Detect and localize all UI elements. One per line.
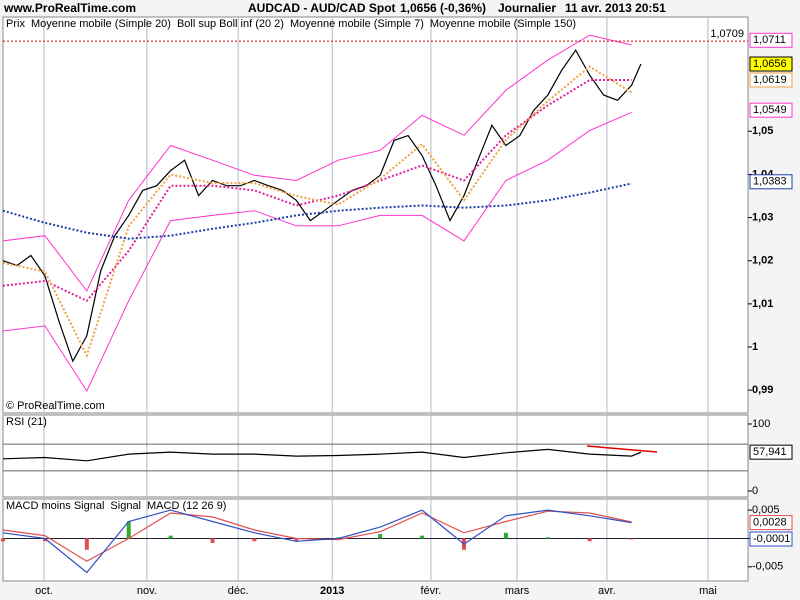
histogram-bar: [294, 538, 299, 542]
legend-entry: Boll sup Boll inf (20 2): [177, 18, 284, 30]
value-box: [749, 102, 793, 118]
value-box: [749, 515, 793, 531]
series-line: [2, 182, 632, 240]
x-tick-label: 2013: [320, 585, 344, 597]
legend-entry: MACD (12 26 9): [147, 500, 226, 512]
legend-entry: Signal: [110, 500, 141, 512]
value-box-label: 1,0619: [753, 74, 787, 86]
series-line: [2, 448, 642, 462]
legend-entry: Moyenne mobile (Simple 20): [31, 18, 171, 30]
legend-entry: Moyenne mobile (Simple 150): [430, 18, 576, 30]
legend-entry: RSI (21): [6, 416, 47, 428]
histogram-bar: [587, 538, 592, 542]
value-box: [749, 531, 793, 547]
y-tick-label: 100: [752, 418, 770, 430]
histogram-bar: [252, 538, 257, 542]
site: www.ProRealTime.com: [3, 1, 136, 15]
value-box: [749, 444, 793, 460]
reference-label: 1,0709: [710, 28, 744, 40]
credit: © ProRealTime.com: [6, 400, 105, 412]
histogram-bar: [42, 538, 47, 542]
bollinger-lower: [2, 111, 632, 393]
histogram-bar: [84, 538, 89, 550]
histogram-bar: [378, 533, 383, 539]
trend-line: [586, 445, 658, 453]
series-line: [2, 509, 632, 574]
quote: 1,0656 (-0,36%): [400, 1, 486, 15]
value-box: [749, 174, 793, 190]
y-tick-label: 0,99: [752, 384, 773, 396]
bollinger-upper: [2, 34, 632, 292]
value-box-label: 1,0549: [753, 104, 787, 116]
legend-entry: MACD moins Signal: [6, 500, 104, 512]
y-tick-label: 1,02: [752, 255, 773, 267]
x-tick-label: déc.: [228, 585, 249, 597]
series-line: [2, 65, 633, 359]
histogram-bar: [545, 537, 550, 539]
x-tick-label: mai: [699, 585, 717, 597]
y-tick-label: -0,005: [752, 561, 783, 573]
value-box-label: 1,0383: [753, 176, 787, 188]
histogram-bar: [168, 535, 173, 539]
value-box: [749, 32, 793, 48]
y-tick-label: 1: [752, 341, 758, 353]
x-tick-label: nov.: [137, 585, 157, 597]
legend-entry: Prix: [6, 18, 25, 30]
value-box-label: 57,941: [753, 446, 787, 458]
x-tick-label: oct.: [35, 585, 53, 597]
x-tick-label: févr.: [421, 585, 442, 597]
x-tick-label: avr.: [598, 585, 616, 597]
series-line: [2, 510, 632, 562]
value-box-label: -0,0001: [753, 533, 790, 545]
panel: [2, 16, 749, 414]
histogram-bar: [629, 538, 634, 540]
histogram-bar: [126, 521, 131, 539]
x-tick-label: mars: [505, 585, 530, 597]
series-line: [2, 49, 642, 363]
datetime: 11 avr. 2013 20:51: [565, 1, 666, 15]
period: Journalier: [498, 1, 556, 15]
legend-entry: Moyenne mobile (Simple 7): [290, 18, 424, 30]
value-box: [749, 72, 793, 88]
histogram-bar: [1, 538, 5, 542]
value-box: [749, 56, 793, 72]
y-tick-label: 0,005: [752, 504, 780, 516]
y-tick-label: 1,01: [752, 298, 773, 310]
y-tick-label: 0: [752, 485, 758, 497]
value-box-label: 0,0028: [753, 516, 787, 528]
histogram-bar: [210, 538, 215, 544]
y-tick-label: 1,05: [752, 125, 773, 137]
histogram-bar: [503, 532, 508, 539]
y-tick-label: 1,03: [752, 211, 773, 223]
histogram-bar: [420, 535, 425, 539]
value-box-label: 1,0711: [753, 34, 786, 46]
value-box-label: 1,0656: [753, 58, 787, 70]
instrument: AUDCAD - AUD/CAD Spot: [248, 1, 396, 15]
